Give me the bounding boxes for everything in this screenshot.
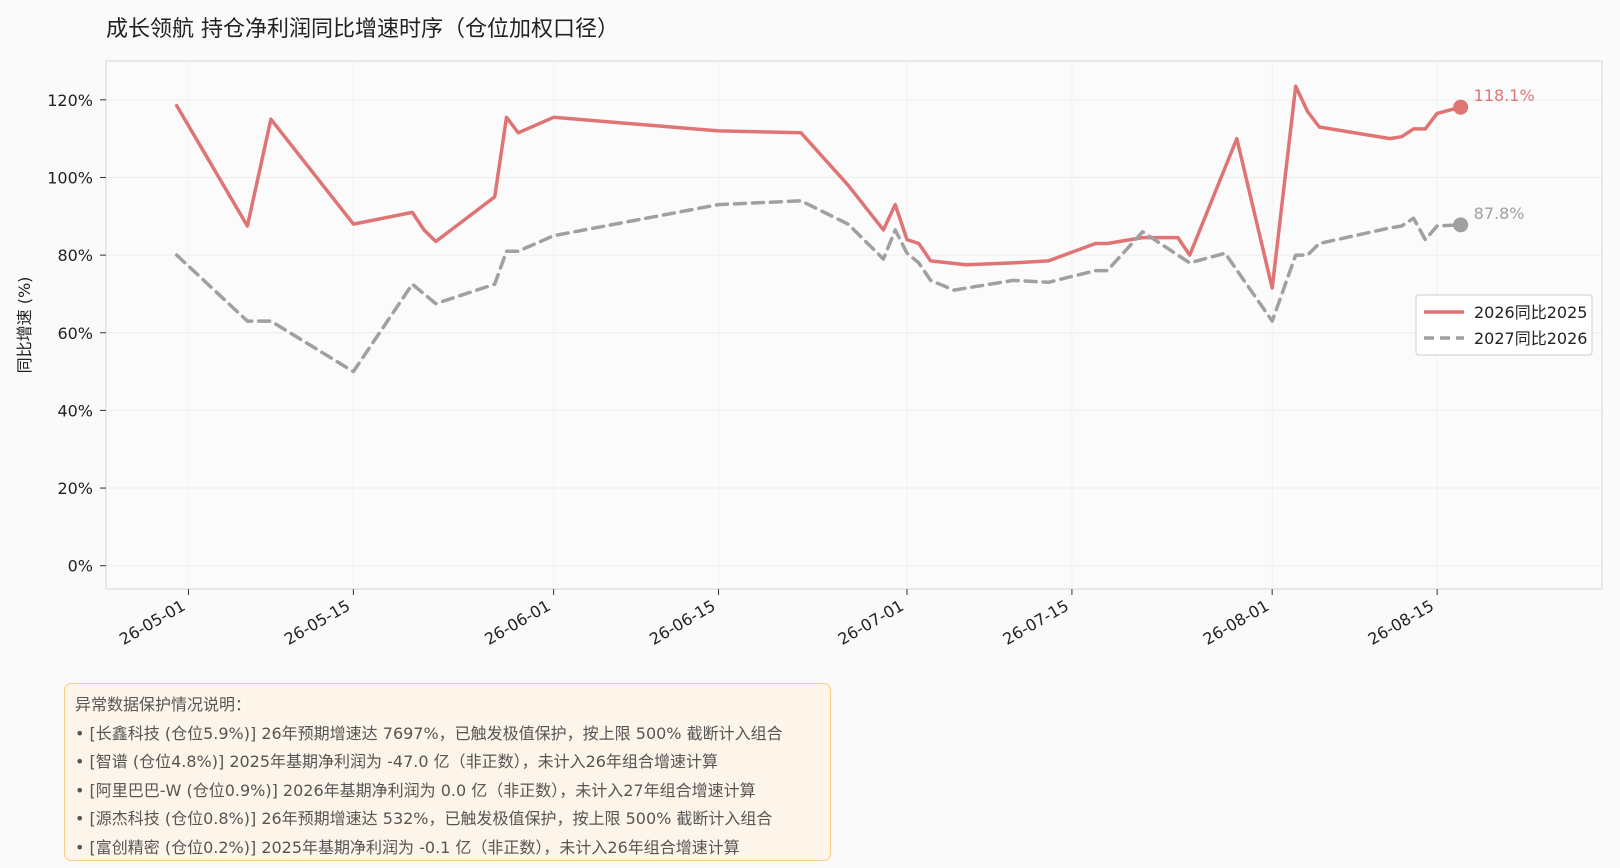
x-tick-label: 26-06-01 xyxy=(481,596,553,649)
series-end-marker-1 xyxy=(1453,99,1469,115)
y-tick-label: 40% xyxy=(57,401,93,420)
y-axis: 0% 20% 40% 60% 80% 100% 120% xyxy=(47,91,106,576)
legend-frame xyxy=(1415,294,1593,356)
x-tick-label: 26-08-15 xyxy=(1365,596,1437,649)
note-item-4: • [源杰科技 (仓位0.8%)] 26年预期增速达 532%，已触发极值保护，… xyxy=(75,809,773,828)
chart-title: 成长领航 持仓净利润同比增速时序（仓位加权口径） xyxy=(106,17,619,42)
note-item-5: • [富创精密 (仓位0.2%)] 2025年基期净利润为 -0.1 亿（非正数… xyxy=(75,837,740,857)
note-item-3: • [阿里巴巴-W (仓位0.9%)] 2026年基期净利润为 0.0 亿（非正… xyxy=(75,780,756,800)
y-tick-label: 20% xyxy=(57,479,93,498)
x-tick-label: 26-07-01 xyxy=(835,596,907,649)
y-tick-label: 60% xyxy=(57,324,93,343)
y-tick-label: 80% xyxy=(57,246,93,265)
series-end-label-2: 87.8% xyxy=(1474,204,1525,223)
grid xyxy=(106,61,1602,589)
series-layer: 118.1% 87.8% xyxy=(174,84,1535,374)
x-axis: 26-05-01 26-05-15 26-06-01 26-06-15 26-07-01… xyxy=(116,589,1438,649)
series-end-label-1: 118.1% xyxy=(1474,86,1535,105)
series-line-1 xyxy=(174,84,1463,290)
y-tick-label: 100% xyxy=(47,168,93,187)
legend: 2026同比2025 2027同比2026 xyxy=(1415,294,1593,356)
note-item-1: • [长鑫科技 (仓位5.9%)] 26年预期增速达 7697%，已触发极值保护… xyxy=(75,723,783,743)
plot-area xyxy=(105,60,1603,590)
x-tick-label: 26-07-15 xyxy=(1000,596,1072,649)
chart: 成长领航 持仓净利润同比增速时序（仓位加权口径） 0% 20% 40% 60% 80% 1… xyxy=(15,17,1603,649)
series-end-marker-2 xyxy=(1453,217,1469,233)
y-tick-label: 0% xyxy=(68,557,93,576)
x-tick-label: 26-05-01 xyxy=(116,596,188,649)
legend-label-2026: 2026同比2025 xyxy=(1474,303,1587,322)
note-title: 异常数据保护情况说明： xyxy=(75,695,252,714)
x-tick-label: 26-05-15 xyxy=(281,596,353,649)
x-tick-label: 26-08-01 xyxy=(1200,596,1272,649)
data-protection-note: 异常数据保护情况说明： • [长鑫科技 (仓位5.9%)] 26年预期增速达 7… xyxy=(64,683,831,861)
y-tick-label: 120% xyxy=(47,91,93,110)
note-item-2: • [智谱 (仓位4.8%)] 2025年基期净利润为 -47.0 亿（非正数）… xyxy=(75,752,718,771)
legend-label-2027: 2027同比2026 xyxy=(1474,329,1587,348)
x-tick-label: 26-06-15 xyxy=(646,596,718,649)
series-line-2 xyxy=(174,199,1463,374)
y-axis-label: 同比增速 (%) xyxy=(15,277,34,374)
